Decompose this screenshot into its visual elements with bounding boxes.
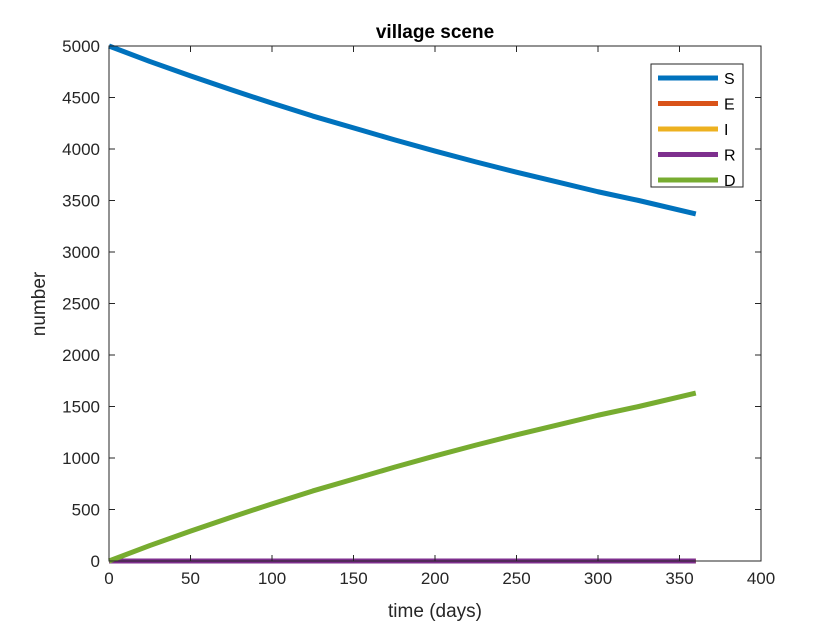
y-tick-label: 0 [91, 552, 100, 571]
x-tick-label: 250 [502, 569, 530, 588]
legend-label-E: E [724, 97, 735, 114]
legend-label-I: I [724, 122, 728, 139]
x-tick-label: 50 [181, 569, 200, 588]
y-tick-label: 4500 [62, 89, 100, 108]
y-axis: 0 500 1000 1500 2000 2500 3000 3500 4000 4500 5000 [62, 37, 761, 571]
x-axis-label: time (days) [388, 601, 482, 622]
y-axis-label: number [29, 271, 50, 336]
legend-label-S: S [724, 71, 735, 88]
x-tick-label: 200 [421, 569, 449, 588]
x-tick-label: 350 [665, 569, 693, 588]
x-tick-label: 0 [104, 569, 113, 588]
y-tick-label: 3000 [62, 243, 100, 262]
series-line-D [108, 390, 697, 564]
x-tick-label: 400 [747, 569, 775, 588]
y-tick-label: 5000 [62, 37, 100, 56]
y-tick-label: 2000 [62, 346, 100, 365]
y-tick-label: 1500 [62, 398, 100, 417]
x-tick-label: 300 [584, 569, 612, 588]
y-tick-label: 500 [72, 501, 100, 520]
chart-title: village scene [376, 22, 494, 43]
x-axis: 0 50 100 150 200 250 300 350 400 [104, 46, 775, 588]
legend-label-R: R [724, 148, 736, 165]
y-tick-label: 1000 [62, 449, 100, 468]
x-tick-label: 150 [339, 569, 367, 588]
y-tick-label: 2500 [62, 295, 100, 314]
y-tick-label: 4000 [62, 140, 100, 159]
y-tick-label: 3500 [62, 192, 100, 211]
legend-box [650, 63, 744, 188]
series-line-S [108, 43, 697, 217]
legend-label-D: D [724, 173, 736, 190]
x-tick-label: 100 [258, 569, 286, 588]
